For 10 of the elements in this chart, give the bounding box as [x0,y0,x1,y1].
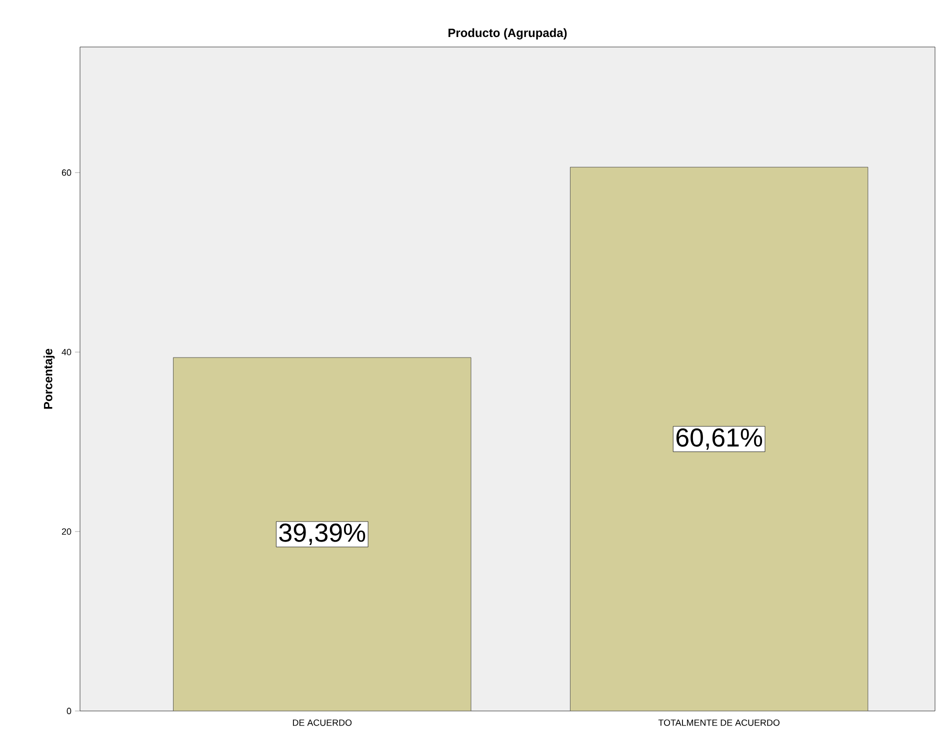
y-tick-label: 60 [62,169,72,176]
data-label: 39,39% [279,524,366,545]
x-tick-label: DE ACUERDO [292,720,352,726]
y-tick-label: 0 [66,708,72,714]
chart-title: Producto (Agrupada) [448,28,567,40]
data-label: 60,61% [676,428,762,450]
x-tick-label: TOTALMENTE DE ACUERDO [658,720,780,726]
y-axis-title: Porcentaje [44,348,55,409]
y-tick-label: 20 [62,528,72,535]
y-tick-label: 40 [62,348,72,356]
